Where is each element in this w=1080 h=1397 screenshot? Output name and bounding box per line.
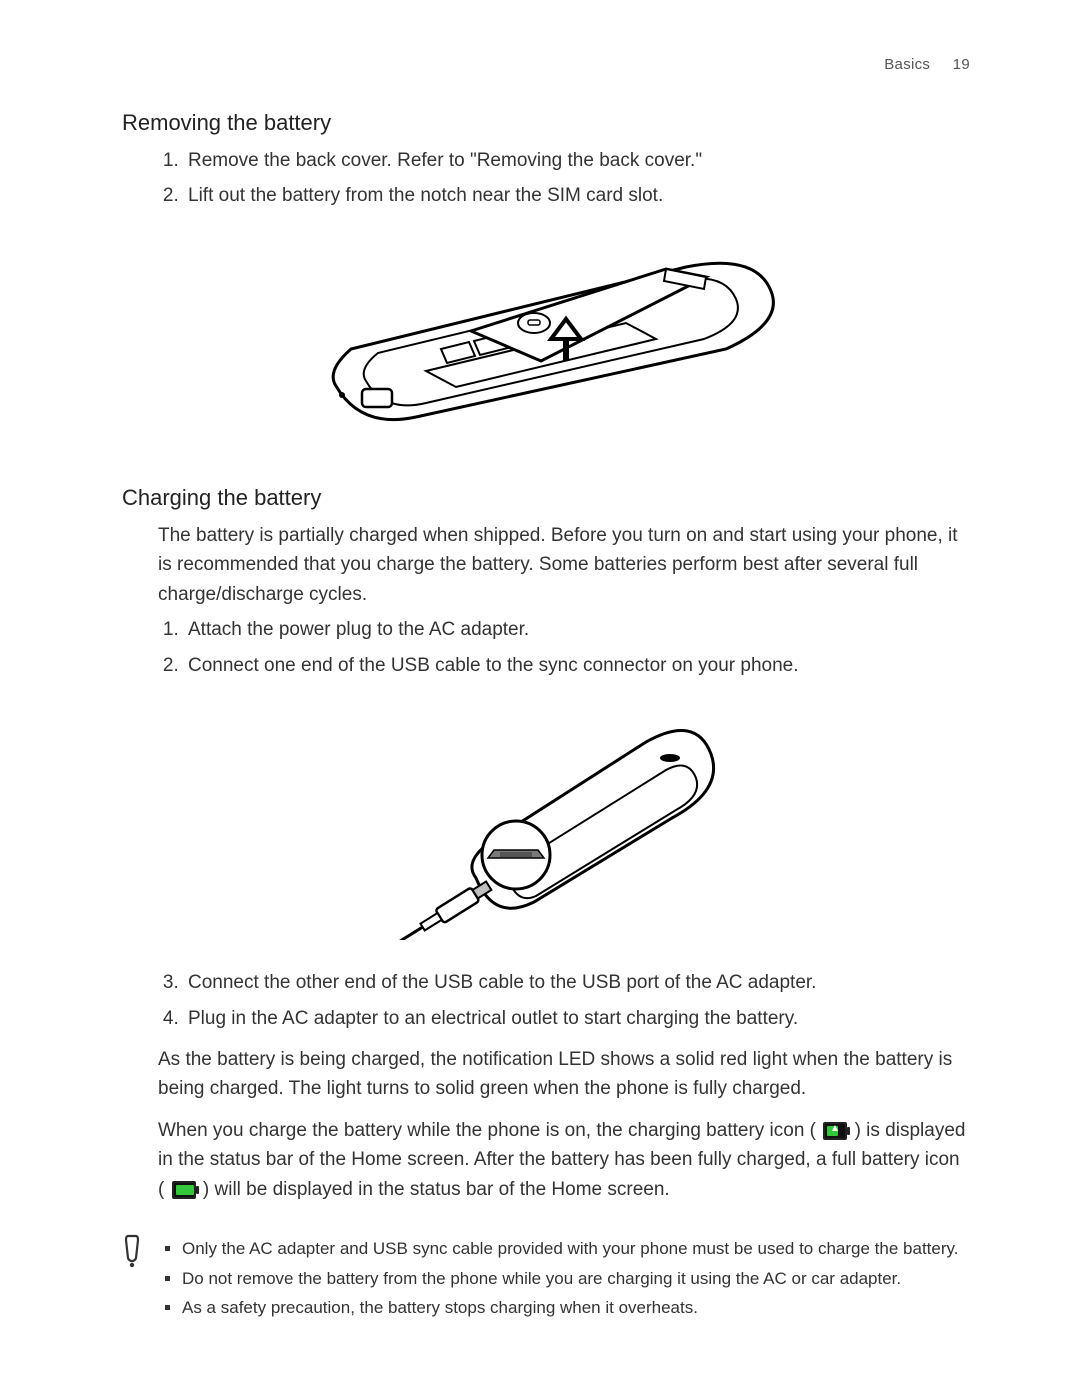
battery-fill (176, 1185, 194, 1195)
section-title-removing-battery: Removing the battery (122, 110, 970, 136)
figure-battery-removal (122, 231, 970, 431)
warning-item: Only the AC adapter and USB sync cable p… (182, 1236, 958, 1262)
document-page: Basics 19 Removing the battery Remove th… (0, 0, 1080, 1397)
illustration-battery-removal (306, 231, 786, 431)
intro-paragraph: The battery is partially charged when sh… (158, 521, 970, 609)
step-item: Attach the power plug to the AC adapter. (184, 615, 970, 644)
figure-usb-charging (122, 700, 970, 940)
steps-charging-b: Connect the other end of the USB cable t… (122, 968, 970, 1033)
running-header: Basics 19 (884, 56, 970, 73)
warning-block: Only the AC adapter and USB sync cable p… (122, 1232, 970, 1325)
warning-list: Only the AC adapter and USB sync cable p… (164, 1232, 958, 1325)
header-page-number: 19 (953, 56, 970, 73)
warning-item: As a safety precaution, the battery stop… (182, 1295, 958, 1321)
illustration-usb-charging (366, 700, 726, 940)
step-item: Connect the other end of the USB cable t… (184, 968, 970, 997)
text-fragment: ) will be displayed in the status bar of… (203, 1179, 670, 1200)
text-fragment: When you charge the battery while the ph… (158, 1120, 816, 1141)
paragraph-led: As the battery is being charged, the not… (158, 1045, 970, 1104)
exclamation-icon (122, 1234, 152, 1273)
lightning-bolt-icon (832, 1125, 838, 1131)
step-item: Remove the back cover. Refer to "Removin… (184, 146, 970, 175)
section-title-charging-battery: Charging the battery (122, 485, 970, 511)
steps-removing-battery: Remove the back cover. Refer to "Removin… (122, 146, 970, 211)
steps-charging-a: Attach the power plug to the AC adapter.… (122, 615, 970, 680)
header-section: Basics (884, 56, 930, 73)
step-item: Plug in the AC adapter to an electrical … (184, 1004, 970, 1033)
step-item: Lift out the battery from the notch near… (184, 181, 970, 210)
full-battery-icon (172, 1181, 196, 1199)
step-item: Connect one end of the USB cable to the … (184, 651, 970, 680)
charging-battery-icon (823, 1122, 847, 1140)
warning-item: Do not remove the battery from the phone… (182, 1266, 958, 1292)
paragraph-battery-icons: When you charge the battery while the ph… (158, 1116, 970, 1204)
